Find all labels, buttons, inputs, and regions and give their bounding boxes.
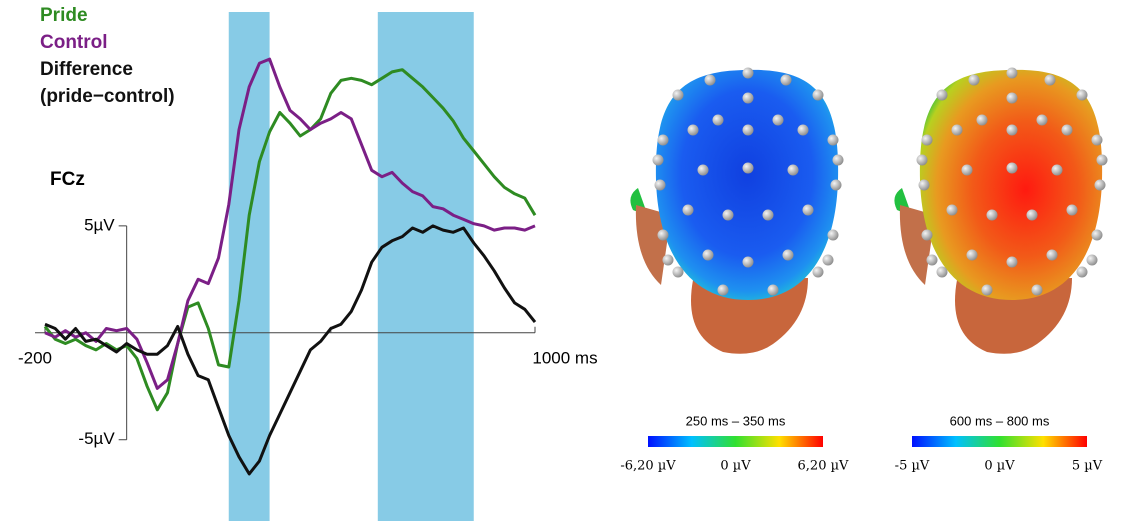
colorbar-title: 600 ms – 800 ms xyxy=(950,413,1050,428)
colorbar-label: 6,20 µV xyxy=(798,459,850,474)
electrode xyxy=(781,75,792,86)
electrode xyxy=(713,115,724,126)
electrode xyxy=(1007,125,1018,136)
electrode xyxy=(831,180,842,191)
colorbar-label: 0 µV xyxy=(720,459,751,474)
colorbar-label: 0 µV xyxy=(984,459,1015,474)
electrode xyxy=(969,75,980,86)
electrode xyxy=(833,155,844,166)
electrode xyxy=(917,155,928,166)
electrode xyxy=(1027,210,1038,221)
electrode xyxy=(688,125,699,136)
electrode xyxy=(987,210,998,221)
electrode xyxy=(952,125,963,136)
electrode xyxy=(982,285,993,296)
electrode xyxy=(1045,75,1056,86)
electrode xyxy=(768,285,779,296)
electrode xyxy=(705,75,716,86)
electrode xyxy=(927,255,938,266)
colorbar xyxy=(912,436,1087,447)
colorbar-label: -6,20 µV xyxy=(620,459,676,474)
electrode xyxy=(1092,135,1103,146)
electrode xyxy=(673,90,684,101)
x-tick-label: -200 xyxy=(18,348,52,367)
electrode xyxy=(683,205,694,216)
electrode xyxy=(1032,285,1043,296)
colorbar-title: 250 ms – 350 ms xyxy=(686,413,786,428)
electrode xyxy=(1007,93,1018,104)
electrode xyxy=(1087,255,1098,266)
electrode xyxy=(743,163,754,174)
electrode xyxy=(743,125,754,136)
electrode xyxy=(663,255,674,266)
electrode xyxy=(743,68,754,79)
electrode xyxy=(658,230,669,241)
electrode xyxy=(1097,155,1108,166)
electrode xyxy=(1095,180,1106,191)
electrode xyxy=(813,267,824,278)
legend-entry: Difference (pride−control) xyxy=(40,56,220,110)
electrode xyxy=(1067,205,1078,216)
electrode xyxy=(743,93,754,104)
electrode xyxy=(798,125,809,136)
electrode xyxy=(703,250,714,261)
electrode xyxy=(1007,257,1018,268)
electrode xyxy=(823,255,834,266)
electrode xyxy=(1062,125,1073,136)
electrode xyxy=(947,205,958,216)
electrode xyxy=(803,205,814,216)
electrode xyxy=(967,250,978,261)
electrode xyxy=(922,135,933,146)
scalp-map: 600 ms – 800 ms -5 µV 0 µV 5 µV xyxy=(894,68,1107,474)
electrode xyxy=(655,180,666,191)
y-tick-label: -5µV xyxy=(78,429,115,448)
electrode xyxy=(743,257,754,268)
electrode xyxy=(1007,68,1018,79)
legend-entry: Control xyxy=(40,29,230,56)
electrode xyxy=(723,210,734,221)
electrode xyxy=(763,210,774,221)
colorbar-label: -5 µV xyxy=(895,459,930,474)
electrode xyxy=(698,165,709,176)
legend-entry: Pride xyxy=(40,2,230,29)
electrode xyxy=(788,165,799,176)
electrode xyxy=(658,135,669,146)
electrode xyxy=(828,135,839,146)
electrode xyxy=(1037,115,1048,126)
electrode xyxy=(977,115,988,126)
electrode xyxy=(673,267,684,278)
electrode xyxy=(1092,230,1103,241)
electrode xyxy=(1047,250,1058,261)
electrode xyxy=(718,285,729,296)
electrode xyxy=(1077,267,1088,278)
scalp-map: 250 ms – 350 ms -6,20 µV 0 µV 6,20 µV xyxy=(620,68,849,474)
electrode xyxy=(828,230,839,241)
electrode xyxy=(773,115,784,126)
electrode xyxy=(813,90,824,101)
colorbar-label: 5 µV xyxy=(1072,459,1103,474)
electrode xyxy=(1052,165,1063,176)
electrode xyxy=(937,90,948,101)
electrode xyxy=(783,250,794,261)
electrode xyxy=(1077,90,1088,101)
electrode xyxy=(653,155,664,166)
colorbar xyxy=(648,436,823,447)
electrode xyxy=(919,180,930,191)
page: 5µV -5µV -200 1000 ms FCz 250 ms – 350 ms -6… xyxy=(0,0,1121,523)
electrode xyxy=(962,165,973,176)
y-tick-label: 5µV xyxy=(84,215,115,234)
electrode xyxy=(922,230,933,241)
electrode xyxy=(937,267,948,278)
electrode xyxy=(1007,163,1018,174)
electrode-label: FCz xyxy=(50,169,85,190)
x-tick-label: 1000 ms xyxy=(532,348,597,367)
